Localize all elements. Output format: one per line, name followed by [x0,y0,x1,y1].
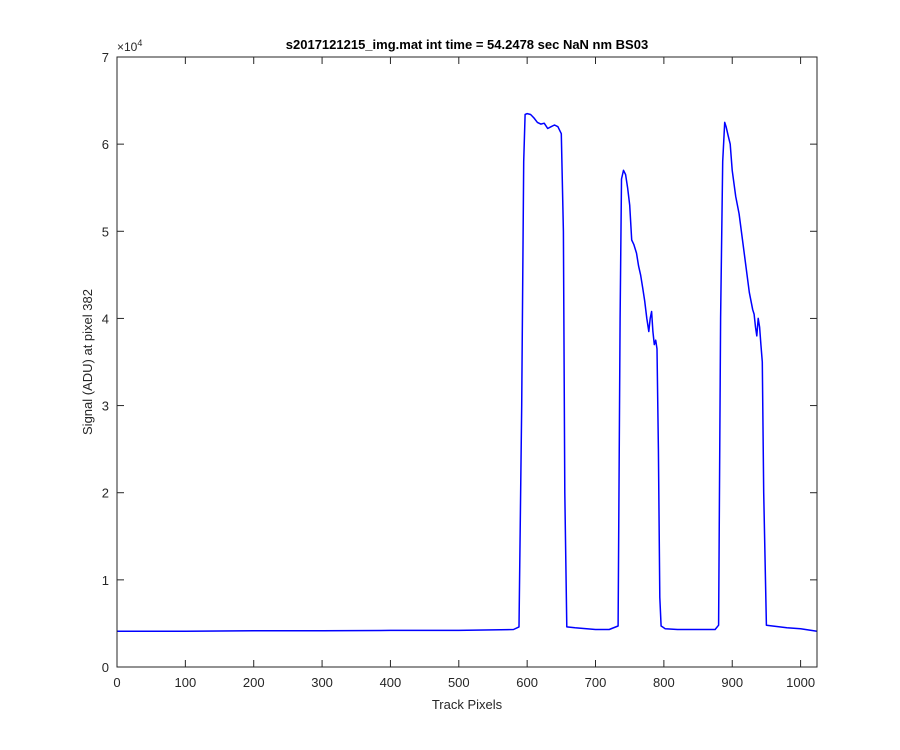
chart-title: s2017121215_img.mat int time = 54.2478 s… [286,37,648,52]
signal-line [117,112,818,633]
x-axis-label: Track Pixels [432,697,503,712]
y-tick-label: 2 [102,486,109,501]
y-tick-label: 3 [102,399,109,414]
y-tick-label: 4 [102,311,109,326]
x-tick-label: 900 [721,675,743,690]
y-multiplier-exp: 4 [137,38,142,48]
series-layer [117,112,818,633]
y-multiplier-base: ×10 [117,40,138,54]
x-tick-label: 600 [516,675,538,690]
y-tick-label: 7 [102,50,109,65]
y-tick-label: 5 [102,224,109,239]
y-tick-label: 1 [102,573,109,588]
x-tick-label: 200 [243,675,265,690]
x-tick-label: 1000 [786,675,815,690]
y-axis-multiplier: ×104 [117,38,142,54]
x-tick-label: 0 [113,675,120,690]
x-tick-label: 500 [448,675,470,690]
x-tick-label: 300 [311,675,333,690]
x-tick-label: 800 [653,675,675,690]
tick-layer: 0 100 200 300 400 500 600 700 800 900 1000 0 1 2 3 4 5 6 7 [102,50,817,690]
y-tick-label: 0 [102,660,109,675]
y-tick-label: 6 [102,137,109,152]
plot-area [117,57,817,667]
x-tick-label: 400 [380,675,402,690]
x-tick-label: 100 [175,675,197,690]
y-axis-label: Signal (ADU) at pixel 382 [80,289,95,435]
axes-box [116,56,818,668]
x-tick-label: 700 [585,675,607,690]
